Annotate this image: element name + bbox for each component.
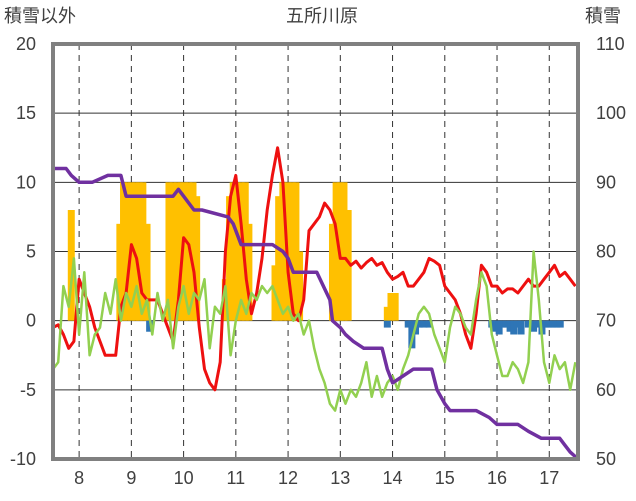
series-line-purple [53,166,580,461]
blue-bar [491,320,499,332]
orange-bar [241,182,249,321]
x-tick-label: 13 [330,468,350,488]
orange-bar [245,223,253,321]
x-tick-label: 12 [278,468,298,488]
y-tick-label-left: -10 [10,449,36,469]
series-line-green [52,250,577,412]
orange-bar [120,182,128,321]
y-tick-label-right: 110 [596,34,625,54]
blue-bar [146,320,154,332]
x-tick-label: 15 [435,468,455,488]
y-tick-label-right: 100 [596,103,626,123]
y-tick-label-right: 80 [596,242,616,262]
orange-bar [226,196,234,321]
orange-bar [143,223,151,321]
blue-bar [383,320,391,328]
y-axis-left-label: 積雪以外 [4,6,76,27]
blue-bar [499,320,507,328]
orange-bar [135,182,143,321]
grid-lines [53,43,578,460]
blue-bar [495,320,503,335]
blue-bar [510,320,518,335]
y-tick-label-left: 5 [26,242,36,262]
y-tick-label-left: 10 [16,172,36,192]
orange-bar [181,182,189,321]
x-tick-label: 10 [174,468,194,488]
blue-bar [502,320,510,328]
blue-bar [530,320,538,332]
y-tick-label-right: 90 [596,172,616,192]
orange-bar [332,182,340,321]
blue-bar [415,320,423,328]
blue-bar [549,320,557,328]
x-tick-label: 11 [226,468,245,488]
orange-bar [391,293,399,321]
blue-bar [534,320,542,328]
orange-bar [340,182,348,321]
orange-bar [296,251,304,321]
plot-frame [51,42,580,461]
x-tick-label: 17 [539,468,559,488]
orange-bar [116,223,124,321]
blue-bar [517,320,525,335]
blue-bar [404,320,412,328]
orange-bar [237,182,245,321]
blue-bar [524,320,532,328]
y-tick-label-left: 15 [16,103,36,123]
series-line-red [52,146,577,392]
blue-bar [542,320,550,328]
x-tick-label: 16 [487,468,507,488]
y-tick-label-right: 60 [596,380,616,400]
blue-bar [506,320,514,332]
orange-bar [173,182,181,321]
orange-bar [233,182,241,321]
orange-bar [123,182,131,321]
orange-bar [189,182,197,321]
orange-bar [193,196,201,321]
orange-bar [344,210,352,321]
y-tick-label-right: 70 [596,311,616,331]
x-tick-label: 9 [126,468,136,488]
blue-bar [420,320,428,328]
orange-bar [292,182,300,321]
orange-bar [383,306,391,321]
x-tick-label: 8 [74,468,84,488]
y-tick-label-left: -5 [20,380,36,400]
orange-bar [328,223,336,321]
orange-bar [169,182,177,321]
blue-bar [408,320,416,349]
y-tick-label-left: 20 [16,34,36,54]
x-tick-label: 14 [383,468,403,488]
line-series [52,146,580,461]
orange-bar [288,182,296,321]
blue-bar [556,320,564,328]
orange-bar [275,196,283,321]
blue-bar [553,320,561,328]
orange-bar [139,182,147,321]
orange-bar [67,210,75,321]
blue-bar [545,320,553,328]
y-axis-right-label: 積雪 [585,6,621,27]
orange-bar [229,182,237,321]
orange-bar [387,293,395,321]
y-tick-label-right: 50 [596,449,616,469]
y-tick-label-left: 0 [26,311,36,331]
blue-bar [425,320,433,328]
chart-title: 五所川原 [286,6,358,27]
orange-bar [165,182,173,321]
blue-bar [513,320,521,328]
